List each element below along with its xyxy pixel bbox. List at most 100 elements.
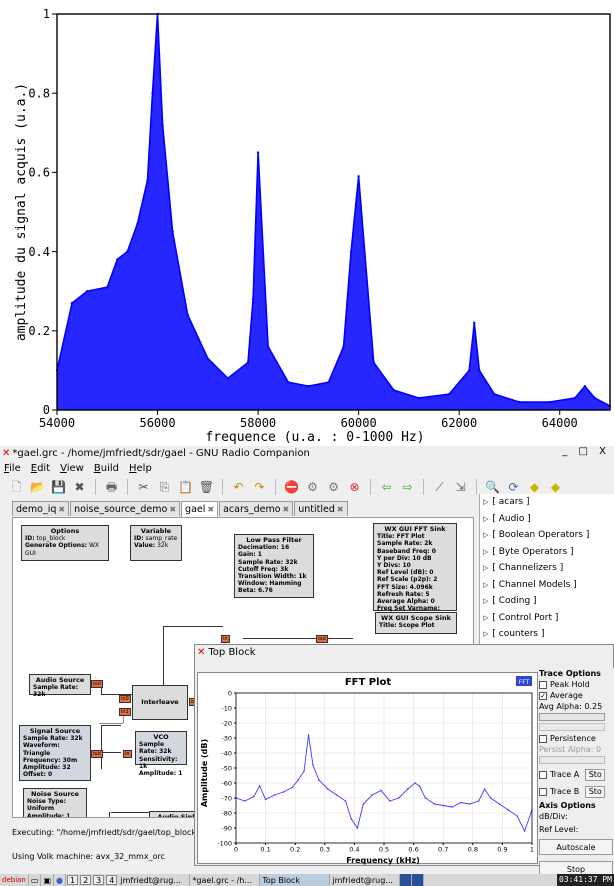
tree-category[interactable]: ▷[ Channel Models ] [480,577,614,594]
block-low-pass-filter[interactable]: Low Pass Filter Decimation: 16 Gain: 1 Samp… [234,534,314,598]
store-a-button[interactable]: Sto [585,768,606,781]
workspace-3[interactable]: 3 [93,875,105,885]
block-wx-gui-fft-sink[interactable]: WX GUI FFT Sink Title: FFT Plot Sample Rat… [373,523,457,619]
trace-b-checkbox[interactable] [539,787,547,796]
connection-wire[interactable] [91,752,121,753]
block-wx-gui-scope-sink[interactable]: WX GUI Scope Sink Title: Scope Plot [375,612,457,634]
connection-wire[interactable] [163,626,164,694]
persistence-checkbox[interactable] [539,734,547,743]
close-icon[interactable]: ✖ [74,480,85,494]
save-icon[interactable]: 💾 [51,480,66,494]
workspace-1[interactable]: 1 [66,875,79,885]
undo-icon[interactable]: ↶ [233,480,244,494]
tree-category[interactable]: ▷[ Channelizers ] [480,560,614,577]
tree-category[interactable]: ▷[ Audio ] [480,511,614,528]
port-in1[interactable]: in1 [119,708,131,716]
tab-demo-iq[interactable]: demo_iq ✖ [12,501,70,516]
port-in[interactable]: in [123,750,132,758]
port-out[interactable]: out [316,635,329,643]
arrow-left-icon[interactable]: ⇦ [381,480,392,494]
menu-build[interactable]: Build [93,462,119,474]
workspace-2[interactable]: 2 [80,875,92,885]
expand-triangle-icon[interactable]: ▷ [483,613,489,622]
tab-gael[interactable]: gael ✖ [181,501,219,517]
avg-alpha-slider[interactable] [539,713,605,721]
store-b-button[interactable]: Sto [585,785,606,798]
workspace-4[interactable]: 4 [106,875,118,885]
average-checkbox[interactable]: ✓ [539,691,547,700]
persistence-row[interactable]: Persistence [539,733,614,744]
network-icon[interactable] [400,874,413,886]
tree-category[interactable]: ▷[ Coding ] [480,593,614,610]
block-variable[interactable]: Variable ID: samp_rate Value: 32k [130,525,182,561]
expand-triangle-icon[interactable]: ▷ [483,580,489,589]
menu-file[interactable]: File [4,462,21,474]
port-out[interactable]: out [91,750,104,758]
close-tab-icon[interactable]: ✖ [58,504,66,514]
block-options[interactable]: Options ID: top_block Generate Options: … [21,525,109,561]
menu-edit[interactable]: Edit [30,462,51,474]
open-folder-icon[interactable]: 📂 [30,480,45,494]
expand-triangle-icon[interactable]: ▷ [483,597,489,606]
tab-noise-source-demo[interactable]: noise_source_demo ✖ [70,501,181,516]
port-in0[interactable]: in0 [119,695,131,703]
menu-view[interactable]: View [60,462,84,474]
block-signal-source[interactable]: Signal Source Sample Rate: 32k Waveform: T… [19,725,91,781]
taskbar-task-active[interactable]: Top Block [260,874,331,886]
block-interleave[interactable]: Interleave [132,685,188,720]
print-icon[interactable]: 🖶 [105,480,118,494]
close-tab-icon[interactable]: ✖ [282,504,290,514]
connection-wire[interactable] [163,626,223,627]
block-audio-source[interactable]: Audio Source Sample Rate: 32k [29,674,91,698]
menu-help[interactable]: Help [128,462,152,474]
cut-icon[interactable]: ✂ [138,480,149,494]
peak-hold-checkbox[interactable] [539,680,547,689]
tree-category[interactable]: ▷[ counters ] [480,626,614,643]
port-in[interactable]: in [221,635,230,643]
terminal-launcher-icon[interactable]: ▭ [29,874,42,886]
redo-icon[interactable]: ↷ [254,480,265,494]
connection-wire[interactable] [101,684,102,695]
connection-wire[interactable] [243,638,353,639]
expand-triangle-icon[interactable]: ▷ [483,498,489,507]
window-controls[interactable]: _ □ X [562,446,610,457]
generate-icon[interactable]: ⚙ [307,480,318,494]
delete-icon[interactable]: 🗑 [198,480,215,494]
tree-category[interactable]: ▷[ Boolean Operators ] [480,527,614,544]
unbypass-icon[interactable]: ◆ [550,480,561,494]
expand-triangle-icon[interactable]: ▷ [483,564,489,573]
files-launcher-icon[interactable]: ▣ [41,874,54,886]
average-row[interactable]: ✓ Average [539,690,614,701]
paste-icon[interactable]: 📋 [178,480,193,494]
browser-launcher-icon[interactable]: ● [54,874,66,886]
tab-untitled[interactable]: untitled ✖ [294,501,348,516]
trace-a-checkbox[interactable] [539,770,547,779]
taskbar-task[interactable]: jmfriedt@rug... [118,874,191,886]
arrow-right-icon[interactable]: ⇨ [402,480,413,494]
connection-wire[interactable] [99,723,123,724]
execute-icon[interactable]: ⚙ [328,480,339,494]
reload-icon[interactable]: ⟳ [508,480,519,494]
taskbar-task[interactable]: *gael.grc - /h... [190,874,261,886]
tree-category[interactable]: ▷[ acars ] [480,494,614,511]
find-icon[interactable]: 🔍 [485,480,500,494]
connection-wire[interactable] [101,725,121,726]
new-file-icon[interactable]: 🗋 [11,480,22,494]
tree-category[interactable]: ▷[ Byte Operators ] [480,544,614,561]
autoscale-button[interactable]: Autoscale [539,839,613,855]
connection-wire[interactable] [101,725,102,769]
persist-alpha-slider[interactable] [539,756,605,764]
peak-hold-row[interactable]: Peak Hold [539,679,614,690]
expand-triangle-icon[interactable]: ▷ [483,514,489,523]
expand-triangle-icon[interactable]: ▷ [483,547,489,556]
stop-icon[interactable]: ⛔ [284,480,299,494]
start-menu-button[interactable]: debian [0,874,29,886]
enable-block-icon[interactable]: ⟋ [435,480,444,494]
port-out[interactable]: out [91,680,104,688]
tab-acars-demo[interactable]: acars_demo ✖ [219,501,294,516]
close-tab-icon[interactable]: ✖ [169,504,177,514]
block-vco[interactable]: VCO Sample Rate: 32k Sensitivity: 1k Amplit… [135,731,187,777]
tree-category[interactable]: ▷[ Control Port ] [480,610,614,627]
expand-triangle-icon[interactable]: ▷ [483,630,489,639]
kill-icon[interactable]: ⊗ [349,480,360,494]
